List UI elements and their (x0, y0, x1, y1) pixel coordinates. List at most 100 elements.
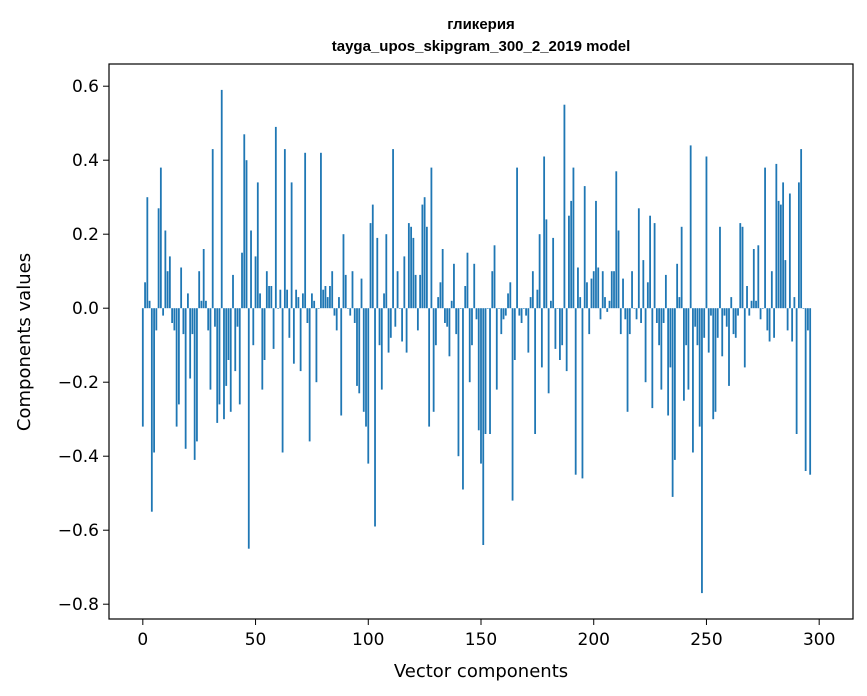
bar-143 (464, 286, 467, 309)
bar-103 (374, 308, 376, 527)
bar-296 (809, 308, 812, 475)
bar-15 (175, 308, 178, 427)
bar-147 (473, 263, 476, 309)
bar-269 (748, 308, 751, 316)
bar-93 (351, 271, 354, 309)
x-tick-label: 100 (352, 630, 384, 650)
bar-48 (250, 230, 252, 309)
bar-263 (734, 308, 737, 338)
bar-273 (757, 245, 760, 309)
bar-138 (453, 263, 455, 309)
bar-168 (520, 308, 523, 323)
bar-186 (561, 308, 564, 346)
bar-117 (405, 308, 408, 353)
bar-70 (299, 308, 302, 372)
bar-131 (437, 297, 440, 309)
bar-81 (324, 286, 327, 309)
bar-203 (599, 308, 602, 320)
bar-253 (712, 308, 715, 420)
bar-129 (432, 308, 435, 412)
bar-118 (407, 223, 410, 309)
bar-262 (732, 308, 735, 335)
bar-25 (198, 271, 201, 309)
bar-40 (232, 274, 234, 309)
bar-1 (144, 282, 146, 309)
y-tick-label: −0.8 (58, 595, 99, 615)
bar-193 (577, 267, 579, 309)
bar-146 (471, 308, 473, 346)
bar-119 (410, 226, 413, 309)
bar-247 (698, 308, 701, 427)
bar-121 (414, 274, 417, 309)
bar-111 (392, 149, 394, 309)
bar-150 (480, 308, 482, 464)
bar-228 (655, 308, 658, 323)
bar-176 (538, 234, 541, 309)
bar-212 (619, 308, 622, 335)
bar-105 (378, 308, 381, 346)
bar-101 (369, 223, 372, 309)
bar-132 (439, 282, 442, 309)
y-tick-label: −0.6 (58, 521, 99, 541)
bar-26 (200, 300, 203, 309)
bar-259 (725, 308, 728, 327)
bar-204 (601, 271, 604, 309)
bar-163 (509, 282, 512, 309)
bar-222 (642, 260, 645, 309)
bar-199 (590, 278, 593, 309)
bar-236 (673, 308, 676, 460)
bar-275 (761, 308, 764, 309)
bar-152 (484, 308, 487, 434)
bar-113 (396, 271, 399, 309)
bar-125 (423, 197, 426, 309)
chart-title: гликерия (447, 16, 515, 33)
bar-287 (788, 193, 791, 309)
bar-32 (214, 308, 216, 327)
bar-208 (610, 271, 613, 309)
bar-88 (340, 308, 343, 416)
bar-86 (335, 308, 338, 331)
bar-292 (800, 149, 803, 309)
bar-3 (148, 300, 151, 309)
bar-53 (261, 308, 264, 390)
bar-57 (270, 286, 273, 309)
bar-158 (498, 308, 500, 309)
bar-243 (689, 145, 692, 309)
bar-79 (320, 152, 322, 309)
bar-9 (162, 308, 165, 316)
bar-189 (568, 215, 570, 309)
bar-251 (707, 308, 710, 353)
bar-279 (770, 271, 773, 309)
bar-8 (159, 167, 162, 309)
bar-231 (662, 308, 665, 323)
bar-151 (482, 308, 485, 545)
bar-187 (563, 104, 566, 309)
x-tick-label: 300 (803, 630, 835, 650)
bar-235 (671, 308, 674, 497)
bar-224 (646, 282, 649, 309)
bar-97 (360, 278, 363, 309)
x-tick-label: 200 (578, 630, 610, 650)
bar-140 (457, 308, 460, 457)
bar-120 (412, 237, 415, 309)
bar-257 (721, 308, 724, 357)
bar-114 (398, 308, 401, 309)
bar-127 (428, 308, 431, 427)
bar-6 (155, 308, 158, 331)
bar-137 (450, 300, 453, 309)
bar-115 (401, 308, 403, 342)
bar-226 (651, 308, 654, 409)
bar-202 (597, 267, 600, 309)
bar-89 (342, 234, 345, 309)
bar-157 (495, 308, 498, 390)
bar-0 (141, 308, 144, 427)
bar-10 (164, 230, 167, 309)
y-tick-label: 0.4 (72, 151, 99, 171)
bar-185 (559, 308, 561, 360)
bar-256 (719, 226, 721, 309)
bar-265 (739, 223, 742, 309)
bar-35 (220, 89, 223, 309)
bar-162 (507, 293, 509, 309)
bar-240 (683, 308, 685, 401)
bar-261 (730, 297, 733, 309)
